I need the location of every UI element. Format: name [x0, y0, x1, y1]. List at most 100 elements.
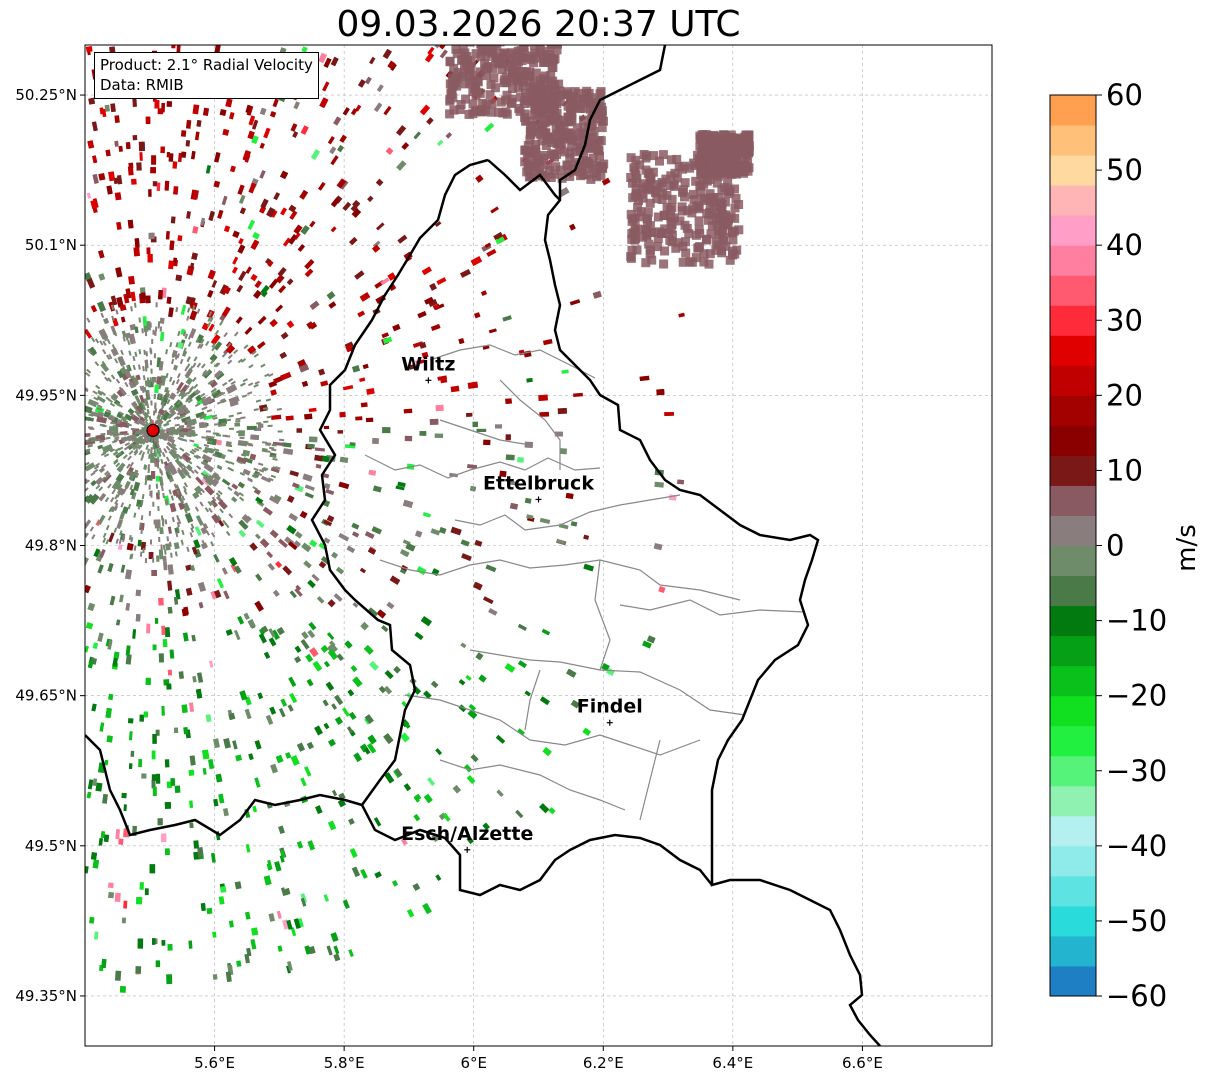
velocity-gate: [565, 171, 575, 181]
velocity-gate: [728, 235, 738, 245]
velocity-gate: [89, 526, 95, 532]
velocity-gate: [102, 473, 112, 484]
velocity-gate: [85, 416, 94, 422]
velocity-gate: [166, 435, 173, 440]
velocity-gate: [215, 394, 222, 399]
velocity-gate: [460, 539, 470, 547]
velocity-gate: [258, 628, 265, 636]
velocity-gate: [459, 268, 472, 278]
velocity-gate: [695, 131, 705, 141]
velocity-gate: [547, 62, 557, 72]
colorbar-tick-label: −30: [1106, 754, 1167, 788]
velocity-gate: [523, 141, 533, 150]
velocity-gate: [159, 527, 164, 535]
velocity-gate: [275, 274, 285, 284]
velocity-gate: [294, 645, 302, 653]
velocity-gate: [130, 427, 136, 431]
velocity-gate: [551, 162, 561, 172]
velocity-gate: [173, 727, 179, 734]
velocity-gate: [678, 257, 688, 267]
velocity-gate: [115, 829, 120, 840]
velocity-gate: [667, 219, 677, 229]
velocity-gate: [160, 544, 163, 550]
canton-boundaries: [364, 344, 806, 821]
velocity-gate: [225, 383, 238, 394]
velocity-gate: [210, 852, 216, 863]
velocity-gate: [192, 433, 198, 437]
velocity-gate: [139, 385, 143, 391]
velocity-gate: [119, 530, 123, 536]
velocity-gate: [192, 189, 199, 200]
velocity-gate: [152, 181, 158, 187]
velocity-gate: [163, 561, 168, 571]
velocity-gate: [189, 450, 195, 455]
velocity-gate: [268, 637, 277, 647]
velocity-gate: [583, 563, 594, 572]
velocity-gate: [183, 347, 187, 353]
velocity-gate: [129, 488, 135, 496]
velocity-gate: [102, 340, 107, 346]
velocity-gate: [179, 390, 186, 398]
velocity-gate: [139, 551, 143, 557]
velocity-gate: [151, 750, 156, 760]
velocity-gate: [227, 486, 233, 492]
velocity-gate: [160, 485, 164, 492]
velocity-gate: [174, 785, 181, 793]
velocity-gate: [555, 97, 565, 107]
velocity-gate: [254, 777, 261, 788]
velocity-gate: [175, 306, 179, 313]
velocity-gate: [234, 881, 242, 890]
velocity-gate: [91, 534, 96, 540]
velocity-gate: [330, 932, 339, 942]
velocity-gate: [97, 632, 104, 643]
velocity-gate: [181, 455, 187, 461]
velocity-gate: [102, 318, 107, 325]
velocity-gate: [125, 654, 132, 665]
velocity-gate: [509, 73, 519, 83]
velocity-gate: [155, 483, 159, 489]
velocity-gate: [120, 437, 127, 441]
velocity-gate: [166, 781, 172, 789]
velocity-gate: [194, 526, 202, 536]
velocity-gate: [296, 742, 305, 752]
velocity-gate: [463, 55, 473, 65]
velocity-gate: [592, 172, 601, 182]
velocity-gate: [269, 706, 277, 715]
velocity-gate: [186, 307, 191, 313]
velocity-gate: [718, 216, 728, 226]
velocity-gate: [208, 660, 214, 668]
velocity-gate: [205, 474, 211, 480]
velocity-gate: [228, 513, 234, 519]
velocity-gate: [323, 894, 329, 902]
velocity-gate: [475, 67, 485, 77]
velocity-gate: [570, 699, 580, 709]
velocity-gate: [327, 820, 337, 831]
velocity-gate: [164, 759, 170, 768]
velocity-gate: [111, 344, 116, 350]
velocity-gate: [189, 422, 196, 426]
velocity-gate: [85, 461, 90, 466]
velocity-gate: [509, 502, 519, 510]
velocity-gate: [111, 480, 121, 490]
velocity-gate: [631, 191, 641, 201]
velocity-gate: [269, 318, 278, 328]
velocity-gate: [147, 435, 152, 441]
velocity-gate: [167, 564, 174, 575]
velocity-gate: [106, 338, 111, 345]
velocity-gate: [186, 211, 191, 219]
velocity-gate: [316, 596, 325, 604]
velocity-gate: [546, 71, 556, 80]
y-tick-label: 49.5°N: [25, 837, 77, 855]
velocity-gate: [282, 237, 291, 247]
velocity-gate: [134, 326, 139, 334]
velocity-gate: [121, 416, 128, 420]
velocity-gate: [706, 229, 716, 239]
velocity-gate: [121, 917, 127, 924]
velocity-gate: [659, 259, 669, 269]
velocity-gate: [481, 51, 491, 61]
velocity-gate: [88, 347, 97, 356]
velocity-gate: [152, 644, 157, 651]
velocity-gate: [210, 478, 219, 487]
velocity-gate: [200, 338, 205, 345]
velocity-gate: [601, 177, 611, 186]
